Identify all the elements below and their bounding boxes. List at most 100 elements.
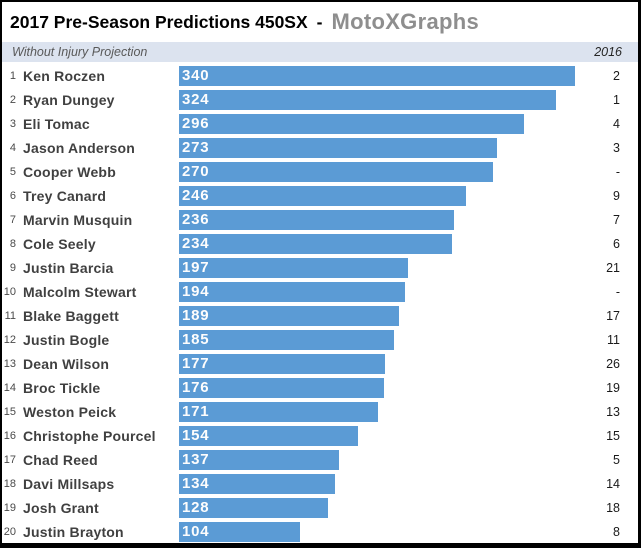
prev-year-value: 5 xyxy=(613,453,620,467)
bar-track: 171 xyxy=(179,402,577,422)
table-row: 1 Ken Roczen 340 2 xyxy=(2,64,638,88)
table-row: 8 Cole Seely 234 6 xyxy=(2,232,638,256)
table-row: 5 Cooper Webb 270 - xyxy=(2,160,638,184)
rider-name: Marvin Musquin xyxy=(23,212,133,228)
rider-name: Chad Reed xyxy=(23,452,98,468)
value-bar: 270 xyxy=(179,162,493,182)
bar-track: 270 xyxy=(179,162,577,182)
prev-year-value: 26 xyxy=(606,357,620,371)
bar-track: 185 xyxy=(179,330,577,350)
value-bar: 296 xyxy=(179,114,524,134)
bar-value-label: 246 xyxy=(182,187,210,204)
bar-track: 104 xyxy=(179,522,577,542)
rank-label: 20 xyxy=(3,526,16,538)
bar-chart-rows: 1 Ken Roczen 340 2 2 Ryan Dungey 324 1 3 Eli Toma… xyxy=(2,62,638,543)
prev-year-value: 2 xyxy=(613,69,620,83)
bar-value-label: 176 xyxy=(182,379,210,396)
value-bar: 273 xyxy=(179,138,497,158)
bar-value-label: 273 xyxy=(182,139,210,156)
rank-label: 7 xyxy=(9,214,16,226)
rider-name: Justin Brayton xyxy=(23,524,124,540)
value-bar: 104 xyxy=(179,522,300,542)
rider-name: Blake Baggett xyxy=(23,308,119,324)
rank-label: 14 xyxy=(3,382,16,394)
value-bar: 137 xyxy=(179,450,339,470)
table-row: 12 Justin Bogle 185 11 xyxy=(2,328,638,352)
value-bar: 128 xyxy=(179,498,328,518)
table-row: 20 Justin Brayton 104 8 xyxy=(2,520,638,543)
bar-track: 134 xyxy=(179,474,577,494)
rider-name: Ryan Dungey xyxy=(23,92,115,108)
prev-year-value: - xyxy=(615,285,620,299)
prev-year-value: 11 xyxy=(607,333,620,347)
rider-name: Trey Canard xyxy=(23,188,107,204)
prev-year-value: 6 xyxy=(613,237,620,251)
rank-label: 10 xyxy=(3,286,16,298)
rider-name: Josh Grant xyxy=(23,500,99,516)
rank-label: 2 xyxy=(9,94,16,106)
bar-track: 194 xyxy=(179,282,577,302)
value-bar: 185 xyxy=(179,330,394,350)
rank-label: 19 xyxy=(3,502,16,514)
bar-value-label: 340 xyxy=(182,67,210,84)
prev-year-value: 13 xyxy=(606,405,620,419)
value-bar: 324 xyxy=(179,90,556,110)
bar-track: 296 xyxy=(179,114,577,134)
prev-year-value: 21 xyxy=(606,261,620,275)
value-bar: 246 xyxy=(179,186,466,206)
value-bar: 236 xyxy=(179,210,454,230)
rank-label: 3 xyxy=(9,118,16,130)
value-bar: 176 xyxy=(179,378,384,398)
rank-label: 11 xyxy=(4,310,16,322)
subtitle-bar: Without Injury Projection 2016 xyxy=(2,42,638,62)
bar-value-label: 171 xyxy=(182,403,210,420)
rider-name: Cooper Webb xyxy=(23,164,116,180)
value-bar: 189 xyxy=(179,306,399,326)
rank-label: 6 xyxy=(9,190,16,202)
bar-value-label: 324 xyxy=(182,91,210,108)
bar-track: 197 xyxy=(179,258,577,278)
rider-name: Christophe Pourcel xyxy=(23,428,156,444)
table-row: 6 Trey Canard 246 9 xyxy=(2,184,638,208)
rank-label: 17 xyxy=(3,454,16,466)
rank-label: 1 xyxy=(9,70,16,82)
rank-label: 15 xyxy=(3,406,16,418)
rider-name: Weston Peick xyxy=(23,404,117,420)
prev-year-value: 17 xyxy=(606,309,620,323)
table-row: 19 Josh Grant 128 18 xyxy=(2,496,638,520)
prev-year-value: 9 xyxy=(613,189,620,203)
bar-track: 128 xyxy=(179,498,577,518)
bar-track: 246 xyxy=(179,186,577,206)
bar-value-label: 296 xyxy=(182,115,210,132)
bar-value-label: 177 xyxy=(182,355,210,372)
bar-track: 234 xyxy=(179,234,577,254)
value-bar: 234 xyxy=(179,234,452,254)
value-bar: 194 xyxy=(179,282,405,302)
table-row: 13 Dean Wilson 177 26 xyxy=(2,352,638,376)
table-row: 14 Broc Tickle 176 19 xyxy=(2,376,638,400)
rank-label: 5 xyxy=(9,166,16,178)
rider-name: Davi Millsaps xyxy=(23,476,115,492)
bar-track: 137 xyxy=(179,450,577,470)
bar-value-label: 270 xyxy=(182,163,210,180)
table-row: 4 Jason Anderson 273 3 xyxy=(2,136,638,160)
rider-name: Justin Bogle xyxy=(23,332,110,348)
bar-value-label: 236 xyxy=(182,211,210,228)
table-row: 15 Weston Peick 171 13 xyxy=(2,400,638,424)
table-row: 3 Eli Tomac 296 4 xyxy=(2,112,638,136)
bar-value-label: 104 xyxy=(182,523,210,540)
rank-label: 12 xyxy=(3,334,16,346)
table-row: 2 Ryan Dungey 324 1 xyxy=(2,88,638,112)
rider-name: Cole Seely xyxy=(23,236,96,252)
bar-value-label: 194 xyxy=(182,283,210,300)
column-header-2016: 2016 xyxy=(594,45,622,59)
bar-value-label: 189 xyxy=(182,307,210,324)
value-bar: 340 xyxy=(179,66,575,86)
value-bar: 197 xyxy=(179,258,408,278)
bar-track: 177 xyxy=(179,354,577,374)
chart-header: 2017 Pre-Season Predictions 450SX - Moto… xyxy=(2,2,638,42)
value-bar: 134 xyxy=(179,474,335,494)
title-separator: - xyxy=(316,11,323,32)
prev-year-value: 3 xyxy=(613,141,620,155)
